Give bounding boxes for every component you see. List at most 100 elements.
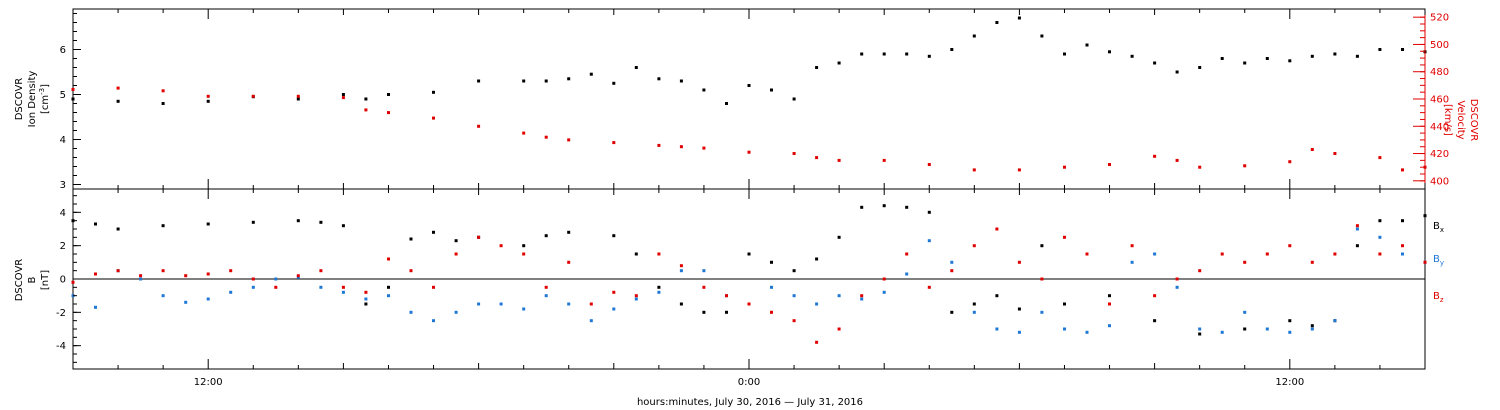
point-by-4: [161, 294, 165, 298]
point-bz-51: [1220, 252, 1224, 256]
point-bz-36: [882, 277, 886, 281]
point-bx-16: [544, 234, 548, 238]
point-ion-density-18: [679, 79, 683, 83]
point-bz-57: [1355, 224, 1359, 228]
point-bz-46: [1108, 302, 1111, 306]
point-bz-41: [995, 227, 999, 231]
point-ion-density-44: [1265, 57, 1269, 60]
time-tick-label: 12:00: [194, 377, 223, 388]
point-by-45: [1085, 330, 1089, 334]
point-ion-density-20: [725, 102, 728, 105]
point-bx-47: [1355, 244, 1359, 248]
point-ion-density-48: [1355, 54, 1359, 58]
legend-bz: Bz: [1433, 291, 1444, 304]
point-bx-43: [1243, 327, 1247, 331]
point-bz-17: [454, 252, 458, 256]
point-ion-density-37: [1108, 50, 1111, 54]
point-bx-41: [1153, 319, 1157, 323]
density-tick-label: 3: [60, 180, 66, 191]
point-bz-23: [589, 302, 593, 306]
point-by-44: [1063, 327, 1066, 331]
point-by-42: [1017, 330, 1021, 334]
point-velocity-14: [612, 141, 616, 145]
point-bz-49: [1175, 277, 1179, 281]
field-axis-label-line2: B: [27, 276, 38, 283]
point-ion-density-11: [522, 79, 526, 83]
point-ion-density-22: [770, 88, 773, 92]
point-bx-37: [1040, 244, 1044, 248]
point-velocity-26: [1063, 165, 1066, 169]
point-ion-density-49: [1378, 48, 1382, 51]
point-bx-11: [409, 237, 413, 241]
point-ion-density-8: [387, 93, 390, 96]
point-velocity-31: [1243, 164, 1247, 168]
point-bz-35: [860, 294, 864, 298]
field-axis-label-line1: DSCOVR: [14, 259, 25, 302]
point-ion-density-50: [1401, 48, 1404, 51]
point-bz-6: [206, 272, 210, 276]
velocity-axis-label-line2: Velocity: [1455, 100, 1466, 139]
point-bz-3: [139, 274, 143, 278]
legend: Bx By Bz: [1433, 221, 1444, 304]
point-ion-density-40: [1175, 70, 1179, 74]
point-bx-1: [94, 222, 97, 226]
point-bx-19: [634, 252, 638, 256]
legend-bx: Bx: [1433, 221, 1444, 234]
point-ion-density-33: [1017, 16, 1021, 20]
point-bx-40: [1108, 294, 1111, 298]
point-by-3: [139, 277, 143, 281]
point-velocity-8: [387, 111, 390, 115]
point-ion-density-12: [544, 79, 548, 83]
point-by-7: [229, 290, 233, 294]
point-bx-27: [815, 257, 819, 261]
point-by-40: [972, 310, 976, 314]
point-bz-15: [409, 269, 413, 273]
point-velocity-28: [1153, 154, 1157, 158]
point-bx-17: [567, 230, 571, 234]
point-ion-density-47: [1333, 52, 1337, 56]
point-velocity-18: [747, 150, 751, 154]
point-ion-density-29: [927, 54, 931, 58]
point-bz-9: [274, 285, 278, 289]
point-by-28: [702, 269, 706, 273]
point-bz-55: [1310, 260, 1314, 264]
point-bx-6: [296, 219, 300, 223]
point-velocity-24: [972, 168, 976, 172]
point-velocity-29: [1175, 158, 1179, 162]
point-ion-density-17: [657, 77, 661, 81]
point-bz-56: [1333, 252, 1337, 256]
point-bx-31: [905, 205, 909, 209]
point-ion-density-36: [1085, 43, 1089, 47]
point-bx-29: [860, 205, 864, 209]
point-bx-35: [995, 294, 999, 298]
point-velocity-12: [544, 135, 548, 139]
point-by-57: [1355, 227, 1359, 231]
point-bx-30: [882, 204, 886, 208]
point-by-53: [1265, 327, 1269, 331]
point-bz-10: [296, 274, 300, 278]
point-by-25: [634, 297, 638, 301]
point-ion-density-1: [116, 99, 120, 103]
point-bz-2: [116, 269, 120, 273]
velocity-tick-label: 400: [1430, 176, 1449, 187]
point-ion-density-5: [296, 97, 300, 101]
point-velocity-32: [1288, 160, 1292, 164]
point-ion-density-38: [1130, 54, 1134, 58]
point-bx-26: [792, 269, 796, 273]
point-bx-12: [432, 230, 435, 234]
point-bz-18: [477, 235, 481, 239]
field-tick-label: 2: [60, 241, 66, 252]
point-ion-density-34: [1040, 34, 1044, 38]
point-bz-39: [950, 269, 954, 273]
point-bz-52: [1243, 260, 1247, 264]
point-bx-4: [206, 222, 210, 226]
velocity-axis-unit: [km/s]: [1442, 104, 1453, 136]
point-bz-54: [1288, 244, 1292, 248]
point-bx-20: [657, 285, 661, 289]
time-axis: 12:00 0:00 12:00: [72, 9, 1426, 388]
point-bz-1: [94, 272, 97, 276]
point-bz-29: [725, 294, 728, 298]
density-axis-label-line2: Ion Density: [27, 71, 38, 128]
point-by-48: [1153, 252, 1157, 256]
point-velocity-23: [927, 163, 931, 166]
